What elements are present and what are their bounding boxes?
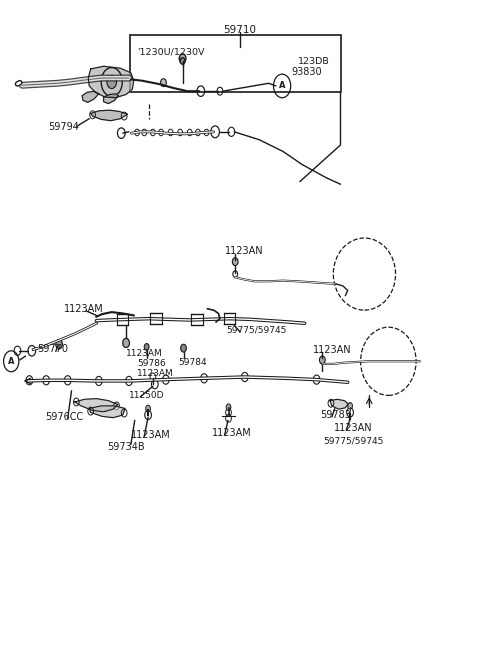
Circle shape bbox=[320, 356, 325, 364]
Circle shape bbox=[107, 76, 117, 89]
Circle shape bbox=[56, 340, 62, 349]
Text: 59770: 59770 bbox=[37, 344, 69, 355]
Text: A: A bbox=[8, 357, 14, 366]
Text: 59775/59745: 59775/59745 bbox=[323, 437, 384, 445]
Text: 1123AN: 1123AN bbox=[334, 423, 373, 433]
Text: 1123AM: 1123AM bbox=[131, 430, 170, 440]
Text: 59794: 59794 bbox=[48, 122, 79, 131]
Text: 1123AM: 1123AM bbox=[212, 428, 252, 438]
Circle shape bbox=[160, 79, 166, 87]
Text: 59710: 59710 bbox=[224, 24, 256, 35]
Text: 1123AN: 1123AN bbox=[313, 345, 351, 355]
Text: 1123AM: 1123AM bbox=[126, 349, 163, 358]
Text: 59775/59745: 59775/59745 bbox=[227, 325, 287, 334]
Circle shape bbox=[123, 338, 130, 348]
Circle shape bbox=[144, 344, 149, 350]
Polygon shape bbox=[82, 91, 99, 102]
Text: 11250D: 11250D bbox=[129, 391, 164, 400]
Text: 5976CC: 5976CC bbox=[45, 412, 83, 422]
Text: 1123AM: 1123AM bbox=[137, 369, 174, 378]
Bar bbox=[130, 35, 340, 93]
Text: '1230U/1230V: '1230U/1230V bbox=[137, 47, 204, 57]
Text: 1123AN: 1123AN bbox=[225, 246, 264, 256]
Circle shape bbox=[179, 54, 186, 63]
Polygon shape bbox=[330, 399, 348, 409]
Text: 59786: 59786 bbox=[137, 359, 166, 369]
Text: 93830: 93830 bbox=[292, 66, 322, 76]
Circle shape bbox=[146, 405, 151, 412]
Polygon shape bbox=[89, 406, 125, 418]
Text: 59783: 59783 bbox=[320, 410, 351, 420]
Polygon shape bbox=[91, 110, 128, 121]
Circle shape bbox=[180, 58, 185, 64]
Text: 123DB: 123DB bbox=[298, 57, 329, 66]
Text: 59734B: 59734B bbox=[107, 442, 144, 451]
Text: A: A bbox=[279, 81, 286, 91]
Circle shape bbox=[180, 344, 186, 352]
Polygon shape bbox=[88, 66, 134, 98]
Text: 1123AM: 1123AM bbox=[64, 304, 104, 314]
Circle shape bbox=[226, 404, 231, 411]
Circle shape bbox=[348, 403, 352, 409]
Polygon shape bbox=[75, 399, 118, 412]
Text: 59784: 59784 bbox=[179, 358, 207, 367]
Polygon shape bbox=[104, 94, 118, 104]
Circle shape bbox=[232, 258, 238, 265]
